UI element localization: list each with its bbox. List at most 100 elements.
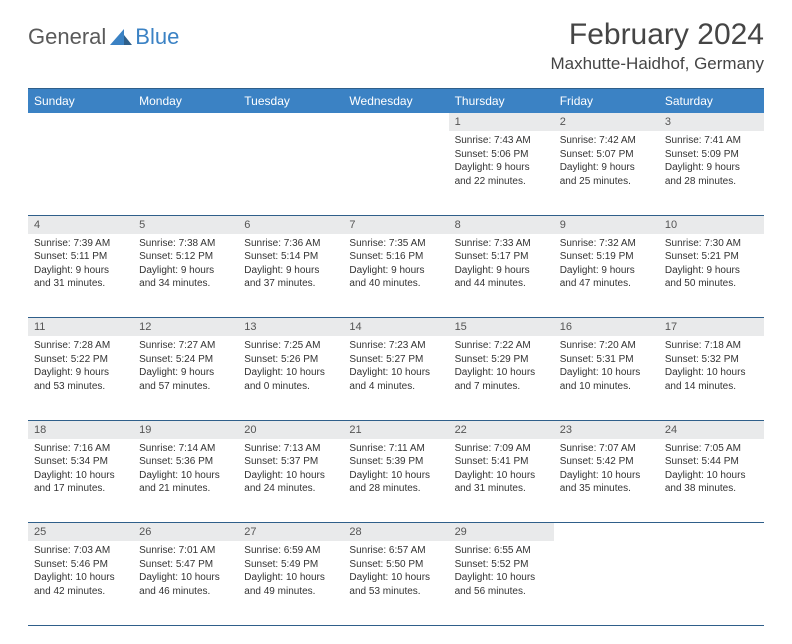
daylight-text: and 42 minutes. (34, 585, 127, 599)
day-number: 17 (659, 318, 764, 336)
daylight-text: Daylight: 10 hours (349, 571, 442, 585)
day-cell (133, 131, 238, 215)
day-number: 3 (659, 113, 764, 131)
day-details: Sunrise: 7:13 AMSunset: 5:37 PMDaylight:… (238, 439, 343, 502)
daylight-text: and 57 minutes. (139, 380, 232, 394)
day-details: Sunrise: 7:23 AMSunset: 5:27 PMDaylight:… (343, 336, 448, 399)
week-row: Sunrise: 7:43 AMSunset: 5:06 PMDaylight:… (28, 131, 764, 215)
calendar-page: General Blue February 2024 Maxhutte-Haid… (0, 0, 792, 644)
day-cell: Sunrise: 7:07 AMSunset: 5:42 PMDaylight:… (554, 439, 659, 523)
sunset-text: Sunset: 5:31 PM (560, 353, 653, 367)
daylight-text: Daylight: 10 hours (560, 469, 653, 483)
page-header: General Blue February 2024 Maxhutte-Haid… (28, 18, 764, 74)
daylight-text: and 47 minutes. (560, 277, 653, 291)
brand-part1: General (28, 24, 106, 50)
sunrise-text: Sunrise: 6:59 AM (244, 544, 337, 558)
weekday-header-row: Sunday Monday Tuesday Wednesday Thursday… (28, 89, 764, 114)
sunset-text: Sunset: 5:42 PM (560, 455, 653, 469)
day-cell: Sunrise: 7:18 AMSunset: 5:32 PMDaylight:… (659, 336, 764, 420)
daynum-row: 2526272829 (28, 523, 764, 542)
month-title: February 2024 (550, 18, 764, 52)
day-number: 29 (449, 523, 554, 541)
day-number: 6 (238, 216, 343, 234)
sunset-text: Sunset: 5:17 PM (455, 250, 548, 264)
daylight-text: and 40 minutes. (349, 277, 442, 291)
day-details: Sunrise: 6:59 AMSunset: 5:49 PMDaylight:… (238, 541, 343, 604)
sunset-text: Sunset: 5:19 PM (560, 250, 653, 264)
day-cell: Sunrise: 7:16 AMSunset: 5:34 PMDaylight:… (28, 439, 133, 523)
day-cell: Sunrise: 7:36 AMSunset: 5:14 PMDaylight:… (238, 234, 343, 318)
day-number (133, 113, 238, 119)
day-cell: Sunrise: 7:23 AMSunset: 5:27 PMDaylight:… (343, 336, 448, 420)
daynum-row: 45678910 (28, 215, 764, 234)
day-cell: Sunrise: 7:01 AMSunset: 5:47 PMDaylight:… (133, 541, 238, 625)
day-cell: Sunrise: 7:27 AMSunset: 5:24 PMDaylight:… (133, 336, 238, 420)
daylight-text: and 24 minutes. (244, 482, 337, 496)
day-number: 23 (554, 421, 659, 439)
sunrise-text: Sunrise: 7:07 AM (560, 442, 653, 456)
sunrise-text: Sunrise: 7:32 AM (560, 237, 653, 251)
day-number: 7 (343, 216, 448, 234)
day-cell: Sunrise: 6:57 AMSunset: 5:50 PMDaylight:… (343, 541, 448, 625)
sunset-text: Sunset: 5:21 PM (665, 250, 758, 264)
day-number: 19 (133, 421, 238, 439)
day-details: Sunrise: 7:16 AMSunset: 5:34 PMDaylight:… (28, 439, 133, 502)
daylight-text: Daylight: 10 hours (139, 571, 232, 585)
sunrise-text: Sunrise: 7:13 AM (244, 442, 337, 456)
sunrise-text: Sunrise: 7:43 AM (455, 134, 548, 148)
sunrise-text: Sunrise: 7:11 AM (349, 442, 442, 456)
brand-logo: General Blue (28, 24, 179, 50)
daylight-text: and 49 minutes. (244, 585, 337, 599)
sunrise-text: Sunrise: 7:03 AM (34, 544, 127, 558)
daylight-text: and 21 minutes. (139, 482, 232, 496)
daylight-text: Daylight: 10 hours (244, 571, 337, 585)
sunrise-text: Sunrise: 7:16 AM (34, 442, 127, 456)
daylight-text: Daylight: 9 hours (139, 264, 232, 278)
daylight-text: and 46 minutes. (139, 585, 232, 599)
day-cell: Sunrise: 7:30 AMSunset: 5:21 PMDaylight:… (659, 234, 764, 318)
day-cell: Sunrise: 7:33 AMSunset: 5:17 PMDaylight:… (449, 234, 554, 318)
brand-triangle-icon (110, 29, 132, 45)
sunrise-text: Sunrise: 7:33 AM (455, 237, 548, 251)
sunrise-text: Sunrise: 7:38 AM (139, 237, 232, 251)
sunrise-text: Sunrise: 7:14 AM (139, 442, 232, 456)
day-details: Sunrise: 7:20 AMSunset: 5:31 PMDaylight:… (554, 336, 659, 399)
sunrise-text: Sunrise: 7:20 AM (560, 339, 653, 353)
day-number: 16 (554, 318, 659, 336)
sunset-text: Sunset: 5:37 PM (244, 455, 337, 469)
day-details: Sunrise: 7:25 AMSunset: 5:26 PMDaylight:… (238, 336, 343, 399)
daylight-text: Daylight: 9 hours (455, 161, 548, 175)
daylight-text: and 31 minutes. (455, 482, 548, 496)
daylight-text: Daylight: 10 hours (34, 469, 127, 483)
daylight-text: Daylight: 9 hours (560, 264, 653, 278)
day-cell: Sunrise: 7:28 AMSunset: 5:22 PMDaylight:… (28, 336, 133, 420)
sunset-text: Sunset: 5:07 PM (560, 148, 653, 162)
day-number: 9 (554, 216, 659, 234)
daylight-text: and 7 minutes. (455, 380, 548, 394)
day-cell: Sunrise: 7:38 AMSunset: 5:12 PMDaylight:… (133, 234, 238, 318)
daylight-text: Daylight: 9 hours (34, 366, 127, 380)
sunset-text: Sunset: 5:29 PM (455, 353, 548, 367)
brand-part2: Blue (135, 24, 179, 50)
calendar-body: 123Sunrise: 7:43 AMSunset: 5:06 PMDaylig… (28, 113, 764, 625)
day-cell (238, 131, 343, 215)
day-number (554, 523, 659, 529)
day-details: Sunrise: 7:36 AMSunset: 5:14 PMDaylight:… (238, 234, 343, 297)
sunset-text: Sunset: 5:47 PM (139, 558, 232, 572)
sunrise-text: Sunrise: 7:35 AM (349, 237, 442, 251)
sunrise-text: Sunrise: 6:55 AM (455, 544, 548, 558)
day-number: 28 (343, 523, 448, 541)
day-cell: Sunrise: 7:32 AMSunset: 5:19 PMDaylight:… (554, 234, 659, 318)
day-number (238, 113, 343, 119)
day-number: 8 (449, 216, 554, 234)
day-details: Sunrise: 7:22 AMSunset: 5:29 PMDaylight:… (449, 336, 554, 399)
daynum-row: 18192021222324 (28, 420, 764, 439)
sunrise-text: Sunrise: 7:23 AM (349, 339, 442, 353)
day-number: 2 (554, 113, 659, 131)
sunset-text: Sunset: 5:39 PM (349, 455, 442, 469)
daylight-text: Daylight: 10 hours (455, 366, 548, 380)
daylight-text: and 28 minutes. (665, 175, 758, 189)
weekday-header: Tuesday (238, 89, 343, 114)
sunset-text: Sunset: 5:24 PM (139, 353, 232, 367)
daylight-text: Daylight: 9 hours (560, 161, 653, 175)
